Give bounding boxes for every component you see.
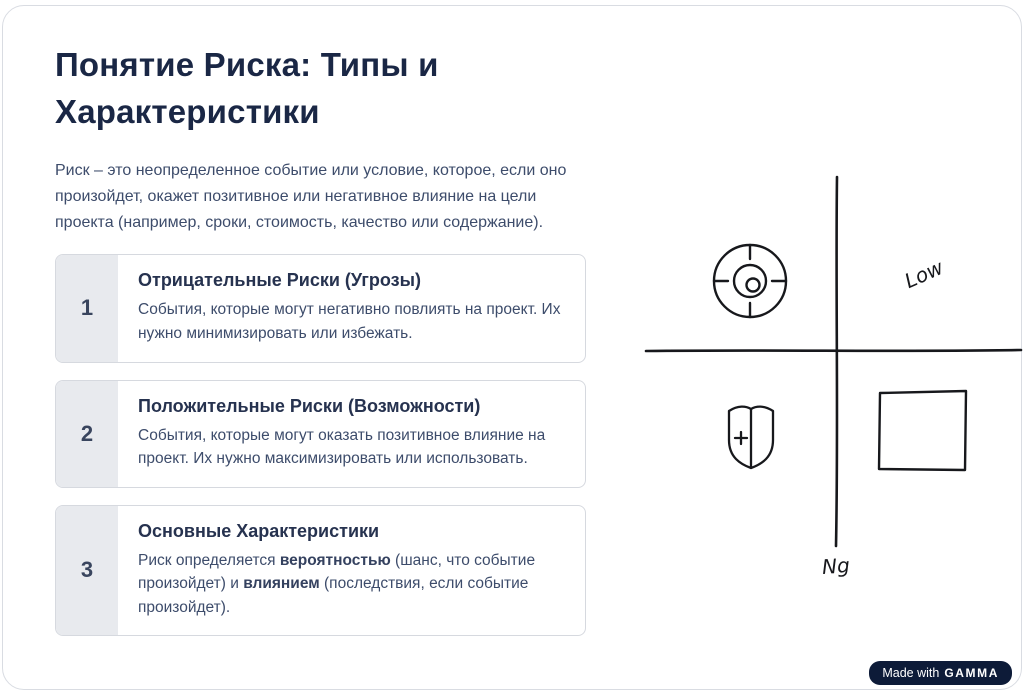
card-characteristics: 3 Основные Характеристики Риск определяе… bbox=[55, 504, 586, 637]
card-content: Отрицательные Риски (Угрозы) События, ко… bbox=[118, 255, 585, 361]
card-text: События, которые могут негативно повлият… bbox=[138, 301, 561, 342]
card-title: Положительные Риски (Возможности) bbox=[138, 395, 481, 416]
shield-icon bbox=[727, 405, 775, 470]
risk-cards: 1 Отрицательные Риски (Угрозы) События, … bbox=[55, 254, 586, 637]
badge-prefix: Made with bbox=[882, 666, 940, 680]
sketch-canvas bbox=[644, 175, 1023, 548]
card-text: Риск определяется вероятностью (шанс, чт… bbox=[138, 551, 536, 616]
made-with-gamma-badge[interactable]: Made with GAMMA bbox=[869, 661, 1012, 685]
slide-left-column: Понятие Риска: Типы и Характеристики Рис… bbox=[55, 42, 586, 637]
gamma-logo: GAMMA bbox=[944, 666, 999, 680]
page-title: Понятие Риска: Типы и Характеристики bbox=[55, 46, 439, 130]
card-number: 1 bbox=[56, 255, 118, 362]
card-title: Основные Характеристики bbox=[138, 520, 380, 541]
card-positive-risks: 2 Положительные Риски (Возможности) Собы… bbox=[55, 379, 586, 488]
card-text: События, которые могут оказать позитивно… bbox=[138, 426, 546, 468]
risk-matrix-sketch: Low Ng bbox=[630, 160, 1024, 600]
square-shape bbox=[877, 389, 968, 472]
target-icon bbox=[712, 243, 788, 319]
intro-text: Риск – это неопределенное событие или ус… bbox=[55, 161, 567, 231]
label-ng: Ng bbox=[821, 553, 851, 579]
card-title: Отрицательные Риски (Угрозы) bbox=[138, 270, 421, 291]
card-number: 2 bbox=[56, 380, 118, 487]
card-number: 3 bbox=[56, 505, 118, 636]
card-negative-risks: 1 Отрицательные Риски (Угрозы) События, … bbox=[55, 254, 586, 363]
card-content: Положительные Риски (Возможности) Событи… bbox=[118, 381, 585, 487]
axes bbox=[644, 175, 1023, 548]
card-content: Основные Характеристики Риск определяетс… bbox=[118, 506, 585, 636]
